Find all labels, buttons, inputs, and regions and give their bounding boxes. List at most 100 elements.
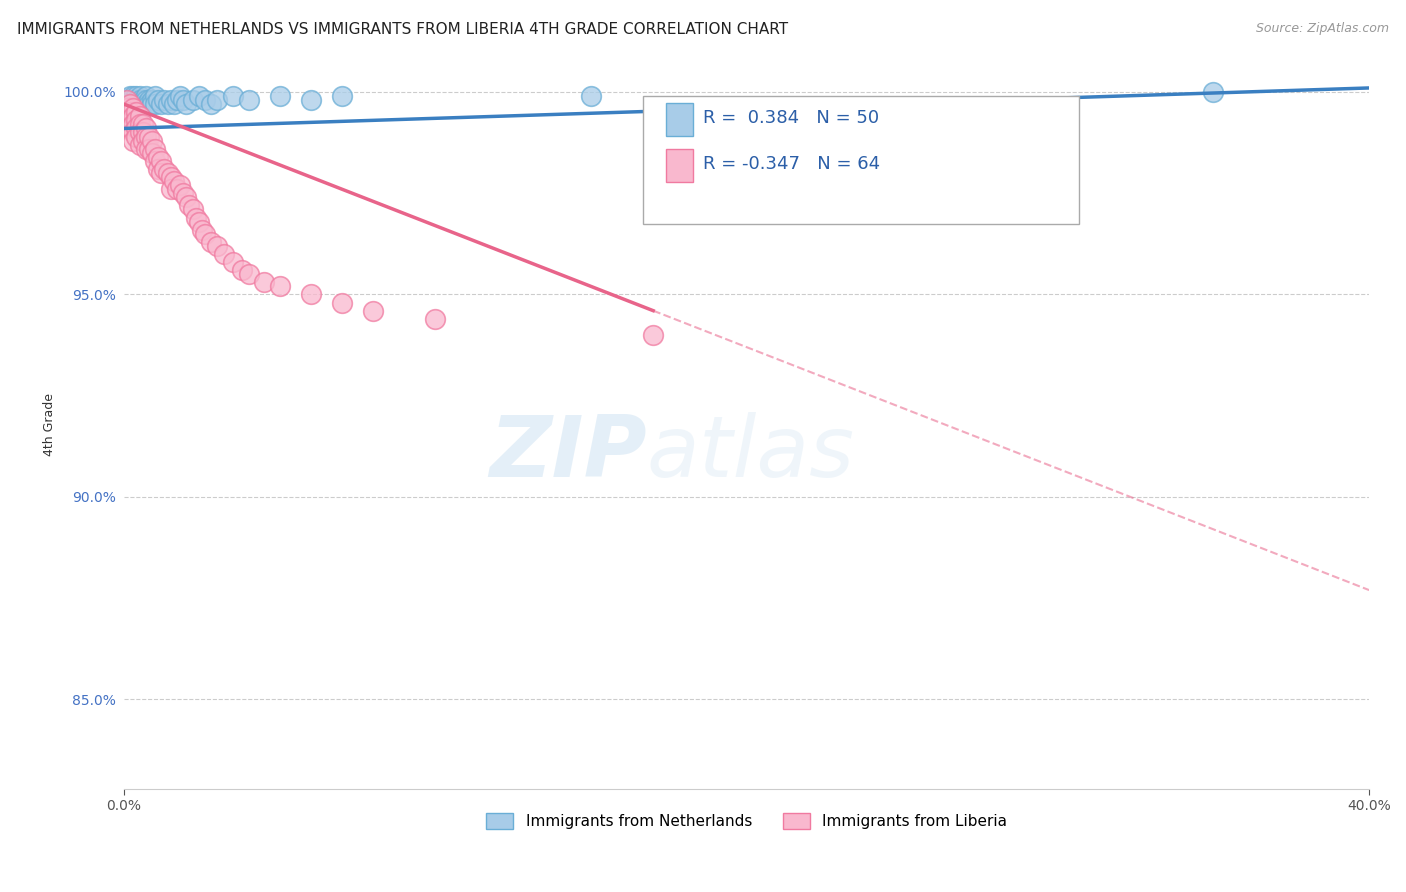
Point: [128, 117, 150, 131]
Point: [135, 129, 157, 144]
Point: [361, 303, 384, 318]
Point: [128, 109, 150, 123]
Point: [131, 117, 153, 131]
Text: ZIP: ZIP: [489, 412, 647, 495]
Point: [122, 101, 145, 115]
Point: [179, 198, 201, 212]
Point: [169, 178, 191, 193]
Point: [187, 89, 209, 103]
Point: [131, 101, 153, 115]
Text: R = -0.347   N = 64: R = -0.347 N = 64: [703, 155, 880, 173]
Point: [150, 166, 173, 180]
Point: [212, 247, 235, 261]
Point: [135, 97, 157, 112]
Point: [122, 134, 145, 148]
Point: [128, 126, 150, 140]
Point: [253, 276, 276, 290]
Point: [120, 93, 142, 107]
Point: [166, 93, 188, 107]
Point: [269, 279, 291, 293]
Point: [150, 153, 173, 168]
Legend: Immigrants from Netherlands, Immigrants from Liberia: Immigrants from Netherlands, Immigrants …: [479, 807, 1014, 836]
Point: [131, 97, 153, 112]
Point: [141, 97, 163, 112]
Point: [115, 97, 138, 112]
Point: [187, 214, 209, 228]
Point: [141, 93, 163, 107]
Point: [125, 89, 148, 103]
FancyBboxPatch shape: [643, 96, 1078, 224]
Point: [425, 311, 447, 326]
Text: IMMIGRANTS FROM NETHERLANDS VS IMMIGRANTS FROM LIBERIA 4TH GRADE CORRELATION CHA: IMMIGRANTS FROM NETHERLANDS VS IMMIGRANT…: [17, 22, 787, 37]
Point: [299, 287, 322, 301]
Bar: [665, 103, 693, 136]
Point: [138, 97, 160, 112]
Point: [128, 97, 150, 112]
Point: [194, 93, 217, 107]
Point: [138, 129, 160, 144]
Point: [172, 186, 194, 201]
Point: [125, 97, 148, 112]
Point: [181, 202, 204, 217]
Point: [153, 93, 176, 107]
Point: [148, 93, 170, 107]
Point: [120, 101, 142, 115]
Point: [163, 174, 186, 188]
Point: [128, 137, 150, 152]
Point: [159, 93, 181, 107]
Point: [148, 150, 170, 164]
Point: [138, 142, 160, 156]
Point: [141, 134, 163, 148]
Point: [194, 227, 217, 241]
Point: [156, 166, 179, 180]
Point: [120, 97, 142, 112]
Point: [115, 109, 138, 123]
Point: [148, 161, 170, 176]
Point: [131, 93, 153, 107]
Point: [115, 101, 138, 115]
Text: R =  0.384   N = 50: R = 0.384 N = 50: [703, 109, 879, 127]
Point: [207, 239, 229, 253]
Point: [135, 93, 157, 107]
Point: [143, 97, 166, 112]
Point: [122, 89, 145, 103]
Point: [125, 105, 148, 120]
Point: [125, 121, 148, 136]
Point: [163, 97, 186, 112]
Point: [156, 97, 179, 112]
Point: [150, 97, 173, 112]
Point: [120, 105, 142, 120]
Point: [143, 142, 166, 156]
Point: [330, 295, 353, 310]
Point: [143, 153, 166, 168]
Point: [122, 117, 145, 131]
Point: [222, 255, 245, 269]
Point: [643, 328, 665, 343]
Point: [169, 89, 191, 103]
Point: [238, 267, 260, 281]
Text: atlas: atlas: [647, 412, 855, 495]
Point: [122, 101, 145, 115]
Point: [231, 263, 253, 277]
Point: [120, 89, 142, 103]
Text: Source: ZipAtlas.com: Source: ZipAtlas.com: [1256, 22, 1389, 36]
Point: [330, 89, 353, 103]
Point: [122, 109, 145, 123]
Point: [153, 161, 176, 176]
Point: [120, 113, 142, 128]
Point: [166, 182, 188, 196]
Point: [159, 169, 181, 184]
Point: [1202, 85, 1225, 99]
Point: [125, 113, 148, 128]
Point: [131, 126, 153, 140]
Point: [143, 89, 166, 103]
Point: [122, 126, 145, 140]
Point: [269, 89, 291, 103]
Point: [125, 129, 148, 144]
Point: [131, 134, 153, 148]
Point: [128, 93, 150, 107]
Point: [122, 93, 145, 107]
Point: [200, 235, 222, 249]
Point: [579, 89, 602, 103]
Point: [120, 121, 142, 136]
